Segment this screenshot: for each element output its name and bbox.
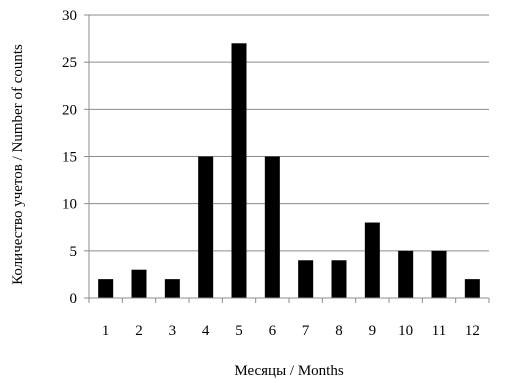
bar-month-10	[398, 250, 414, 298]
x-tick-labels: 1 2 3 4 5 6 7 8 9 10 11 12	[88, 298, 490, 339]
bar-month-1	[98, 279, 114, 298]
y-tick-label: 0	[70, 291, 78, 307]
x-tick-label: 4	[202, 323, 210, 339]
x-tick-label: 3	[169, 323, 177, 339]
x-tick-label: 6	[269, 323, 277, 339]
y-tick-label: 20	[62, 102, 77, 118]
bar-month-4	[198, 156, 214, 298]
x-tick-label: 11	[432, 323, 446, 339]
bar-month-9	[364, 222, 380, 298]
x-tick-label: 8	[335, 323, 343, 339]
bar-month-7	[298, 260, 314, 298]
bar-month-5	[231, 43, 247, 298]
bar-month-2	[131, 269, 147, 298]
x-tick-label: 12	[465, 323, 480, 339]
bar-month-6	[264, 156, 280, 298]
bar-month-3	[164, 279, 180, 298]
x-tick-label: 2	[135, 323, 143, 339]
bar-month-12	[464, 279, 480, 298]
y-tick-label: 30	[62, 8, 77, 24]
x-tick-label: 7	[302, 323, 310, 339]
y-tick-labels: 0 5 10 15 20 25 30	[62, 8, 77, 307]
x-tick-label: 1	[102, 323, 110, 339]
y-tick-label: 15	[62, 150, 77, 166]
bar-month-11	[431, 250, 447, 298]
x-tick-label: 9	[369, 323, 377, 339]
y-tick-label: 5	[70, 244, 78, 260]
x-tick-label: 5	[235, 323, 243, 339]
y-tick-label: 25	[62, 55, 77, 71]
bar-month-8	[331, 260, 347, 298]
bars	[98, 43, 480, 298]
y-axis-title: Количество учетов / Number of counts	[10, 44, 26, 285]
x-axis-title: Месяцы / Months	[234, 363, 344, 379]
gridlines	[84, 14, 489, 299]
x-tick-label: 10	[398, 323, 413, 339]
y-tick-label: 10	[62, 197, 77, 213]
